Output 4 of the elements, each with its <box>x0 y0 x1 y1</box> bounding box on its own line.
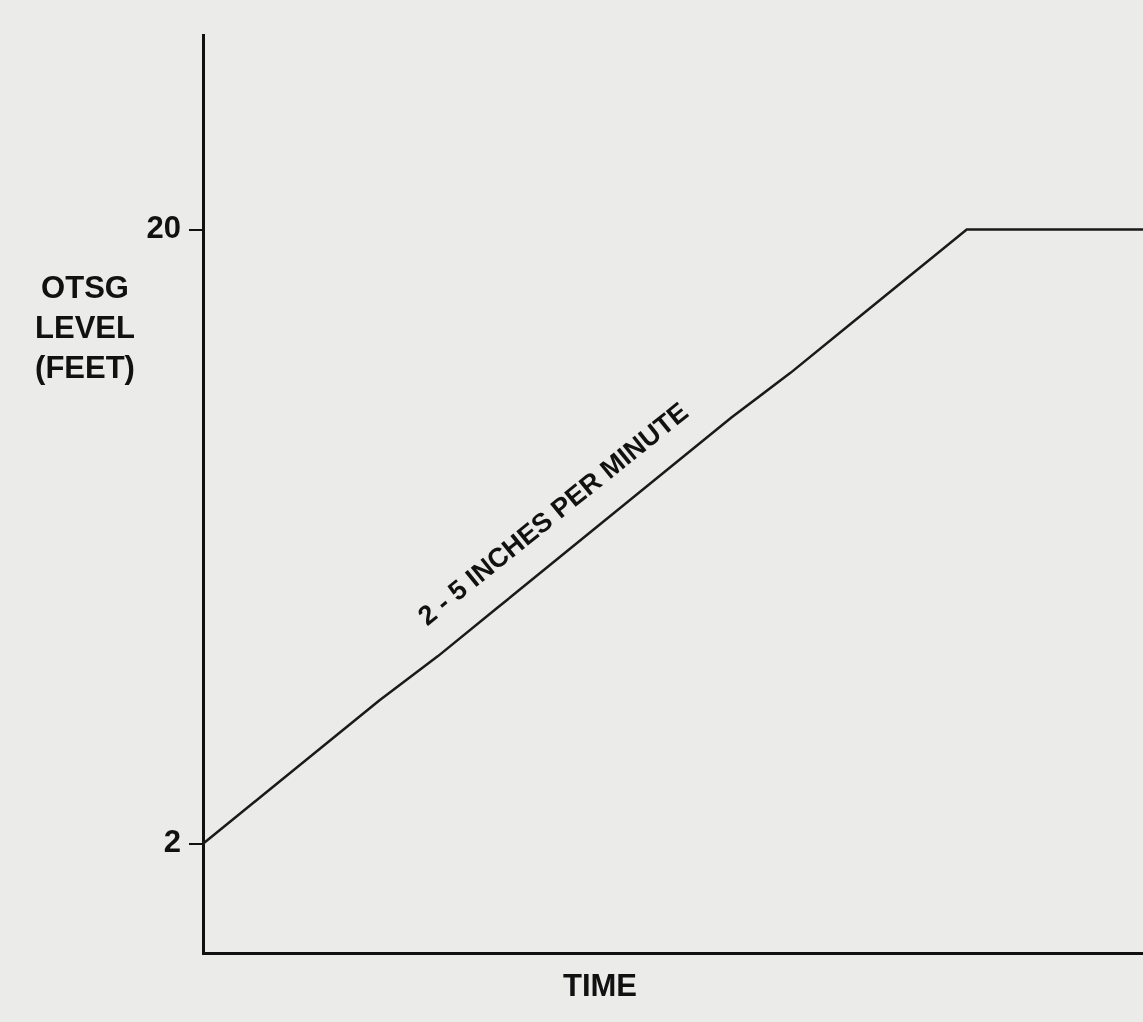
x-axis-title: TIME <box>561 968 639 1004</box>
y-axis-title: OTSG LEVEL (FEET) <box>34 269 136 387</box>
y-tick-label: 2 <box>163 824 181 860</box>
y-tick-label: 20 <box>146 210 181 246</box>
